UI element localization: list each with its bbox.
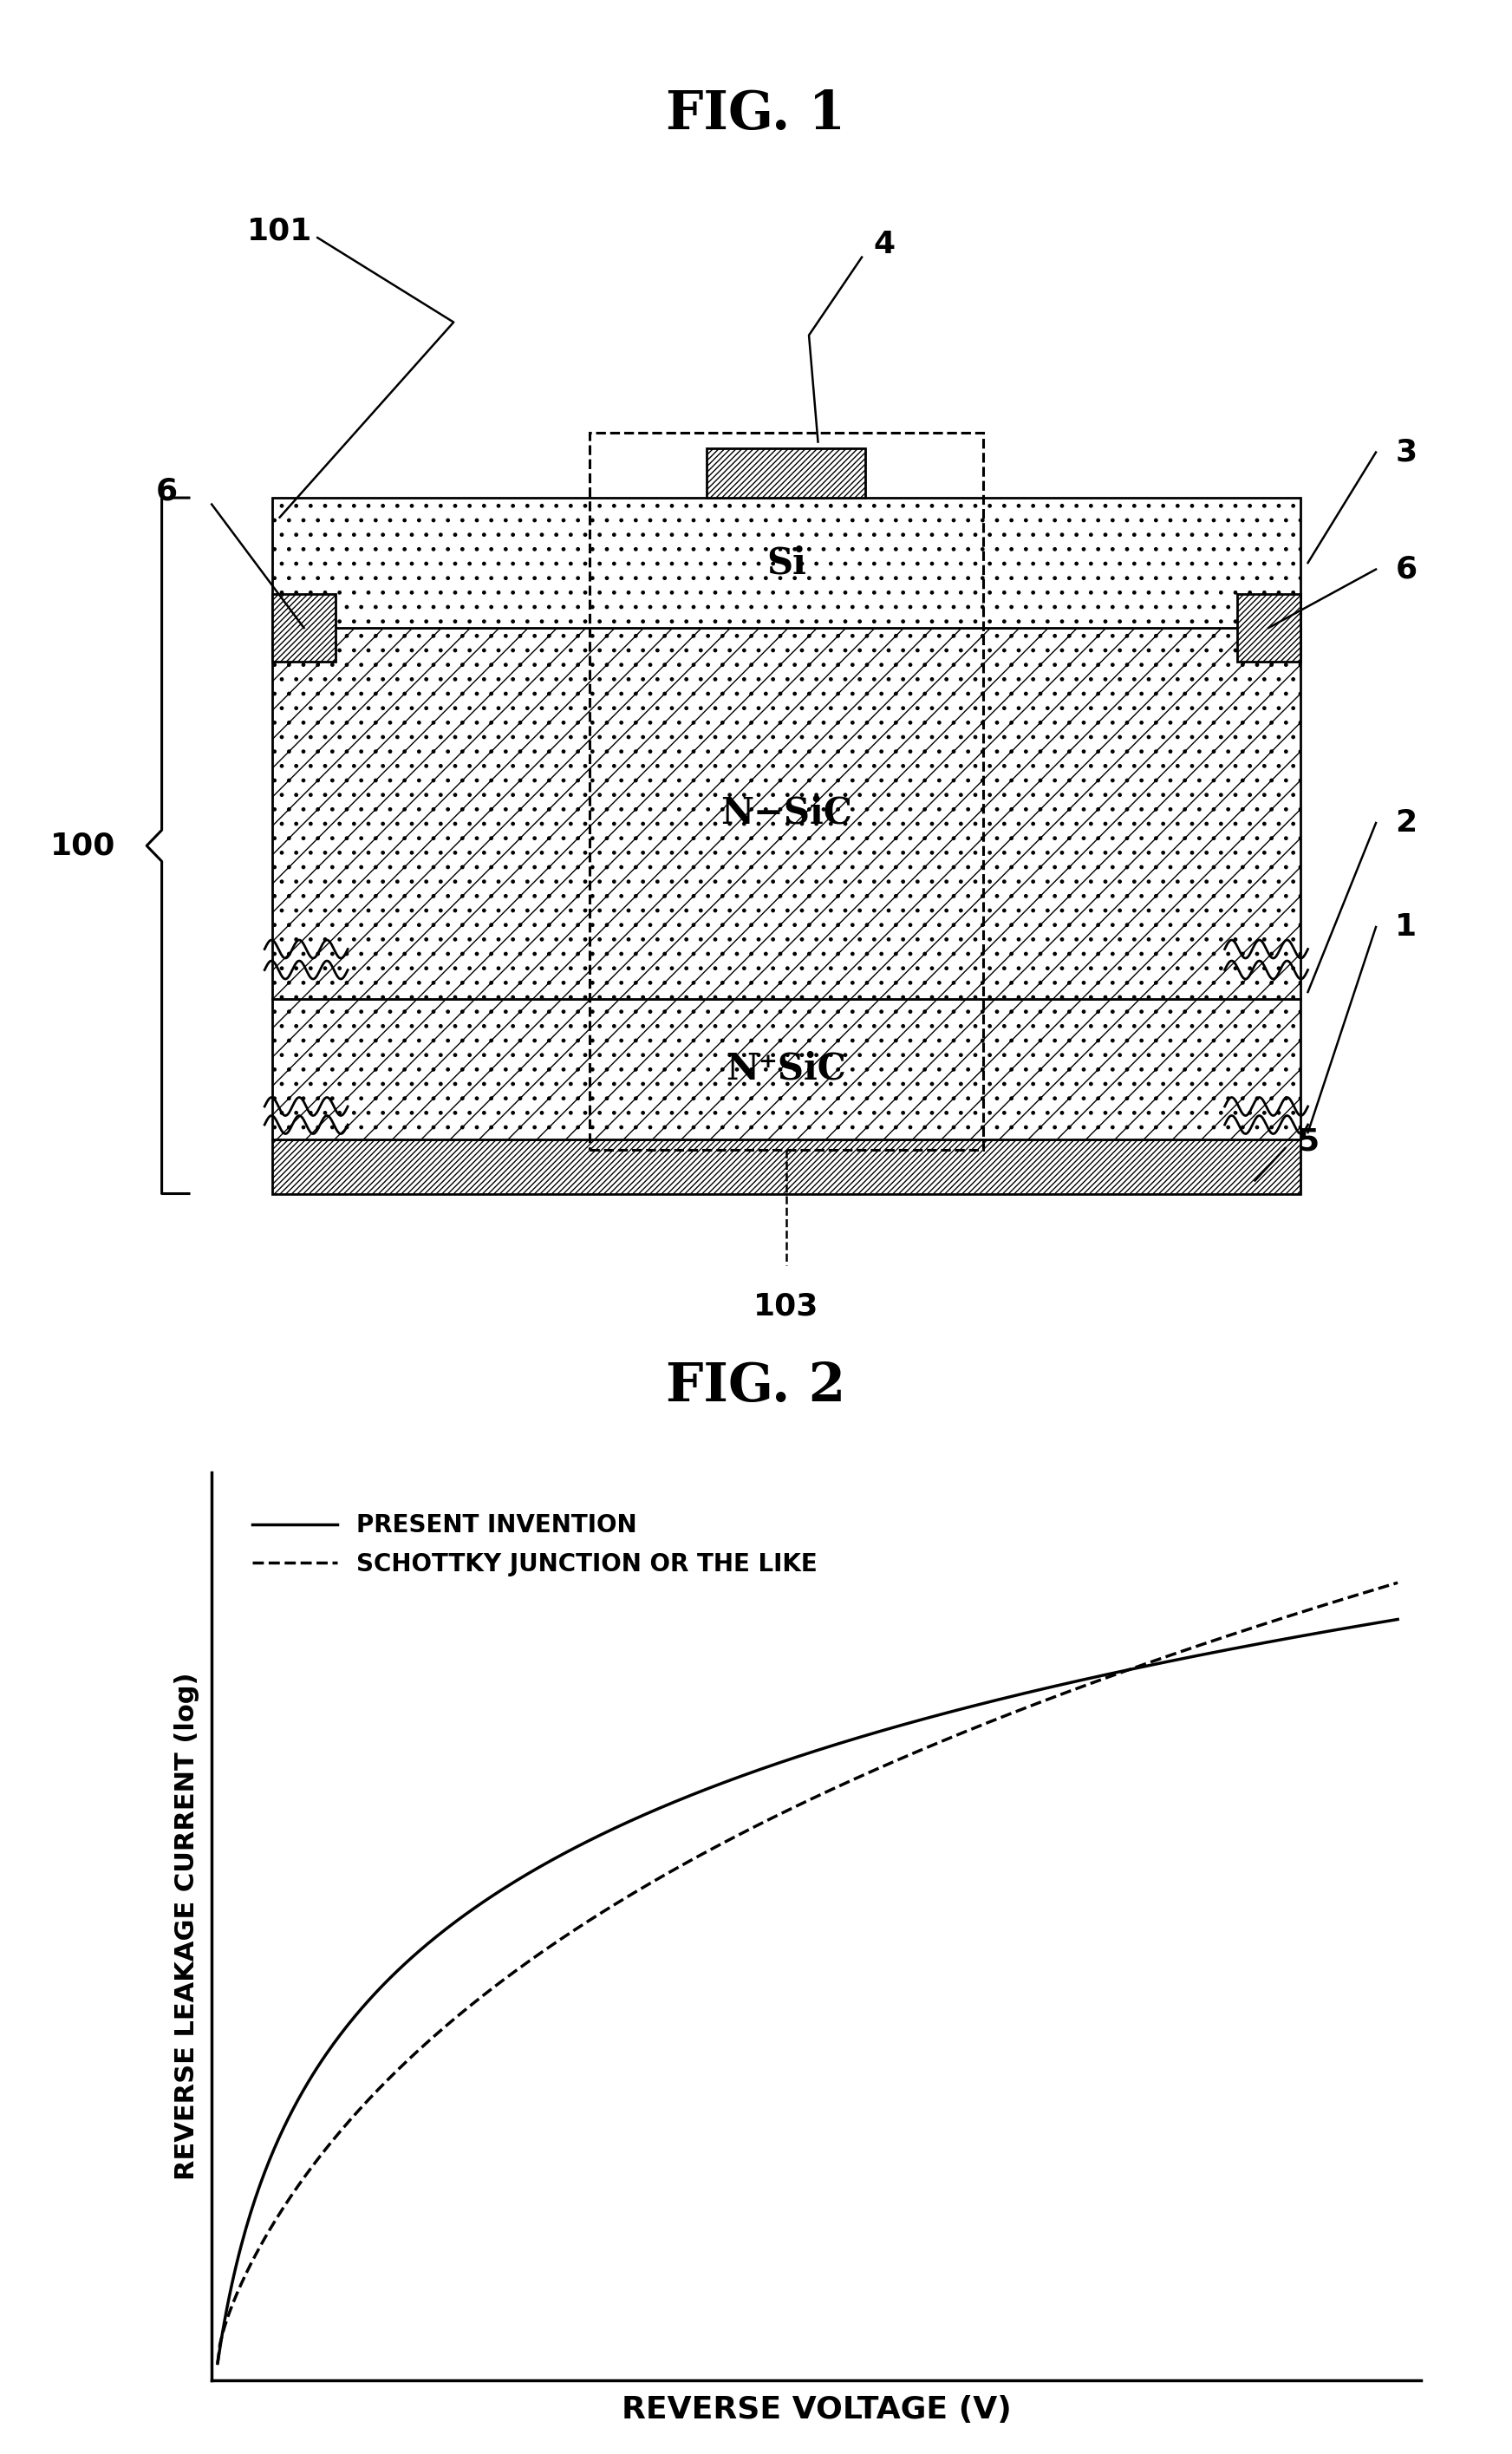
- Text: 1: 1: [1396, 913, 1417, 942]
- Bar: [590, 432, 983, 1148]
- Text: 6: 6: [1396, 555, 1417, 584]
- Text: FIG. 2: FIG. 2: [667, 1360, 845, 1414]
- Text: 6: 6: [156, 476, 177, 506]
- Bar: [1237, 594, 1300, 663]
- Text: 4: 4: [874, 228, 895, 260]
- Text: 2: 2: [1396, 807, 1417, 837]
- Bar: [272, 594, 336, 663]
- X-axis label: REVERSE VOLTAGE (V): REVERSE VOLTAGE (V): [621, 2395, 1012, 2425]
- Y-axis label: REVERSE LEAKAGE CURRENT (log): REVERSE LEAKAGE CURRENT (log): [174, 1674, 200, 2179]
- Bar: [272, 628, 1300, 999]
- Text: 100: 100: [50, 832, 116, 861]
- Text: 103: 103: [753, 1291, 820, 1320]
- Bar: [272, 1139, 1300, 1193]
- Text: N−SiC: N−SiC: [720, 795, 853, 832]
- Text: 5: 5: [1297, 1126, 1318, 1156]
- Bar: [272, 999, 1300, 1139]
- Legend: PRESENT INVENTION, SCHOTTKY JUNCTION OR THE LIKE: PRESENT INVENTION, SCHOTTKY JUNCTION OR …: [224, 1485, 847, 1605]
- Text: Si: Si: [767, 545, 806, 582]
- Text: 3: 3: [1396, 437, 1417, 466]
- Text: FIG. 1: FIG. 1: [667, 88, 845, 140]
- Text: N⁺SiC: N⁺SiC: [726, 1050, 847, 1087]
- Bar: [708, 449, 865, 498]
- Bar: [272, 498, 1300, 628]
- Text: 101: 101: [246, 216, 313, 245]
